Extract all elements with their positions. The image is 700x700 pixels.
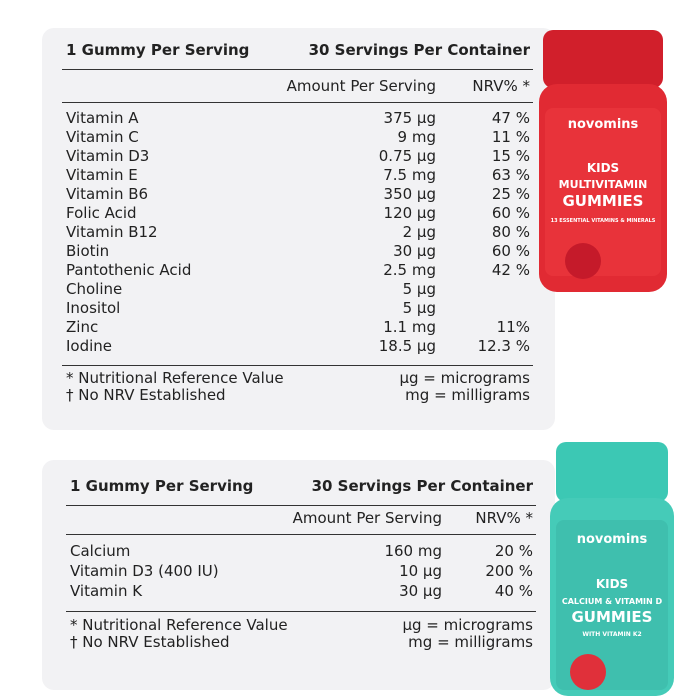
tagline: 13 ESSENTIAL VITAMINS & MINERALS	[551, 218, 656, 224]
nutrition-panel	[42, 28, 555, 430]
product-name: CALCIUM & VITAMIN D	[562, 597, 663, 606]
footnote: µg = micrograms	[402, 616, 533, 634]
footnote: mg = milligrams	[408, 633, 533, 651]
nutrient-name: Inositol	[66, 299, 121, 317]
nutrient-name: Vitamin A	[66, 109, 139, 127]
jar-cap	[543, 30, 663, 88]
product-name: GUMMIES	[563, 192, 644, 210]
nutrient-name: Vitamin E	[66, 166, 138, 184]
nutrient-name: Choline	[66, 280, 123, 298]
nutrient-name: Calcium	[70, 542, 131, 560]
nutrient-nrv: 11%	[496, 318, 530, 336]
nutrient-nrv: 60 %	[491, 242, 530, 260]
nutrient-name: Iodine	[66, 337, 113, 355]
nutrient-nrv: 12.3 %	[477, 337, 530, 355]
nutrient-nrv: 63 %	[491, 166, 530, 184]
nutrient-amount: 375 µg	[383, 109, 436, 127]
brand: novomins	[577, 532, 648, 547]
header-left: 1 Gummy Per Serving	[66, 41, 250, 59]
nutrient-nrv: 20 %	[494, 542, 533, 560]
nutrient-name: Zinc	[66, 318, 99, 336]
nutrient-amount: 120 µg	[383, 204, 436, 222]
footnote: † No NRV Established	[70, 633, 230, 651]
header-right: 30 Servings Per Container	[308, 41, 530, 59]
nutrient-name: Pantothenic Acid	[66, 261, 192, 279]
nutrient-nrv: 80 %	[491, 223, 530, 241]
nutrient-amount: 0.75 µg	[378, 147, 436, 165]
nutrient-name: Vitamin D3	[66, 147, 150, 165]
nutrient-nrv: 200 %	[485, 562, 533, 580]
nutrient-amount: 5 µg	[402, 299, 436, 317]
column-header: Amount Per Serving	[286, 77, 436, 95]
product-name: GUMMIES	[572, 608, 653, 626]
header-right: 30 Servings Per Container	[311, 477, 533, 495]
footnote: * Nutritional Reference Value	[70, 616, 288, 634]
nutrient-amount: 10 µg	[399, 562, 442, 580]
column-header: NRV% *	[475, 509, 533, 527]
header-left: 1 Gummy Per Serving	[70, 477, 254, 495]
nutrient-nrv: 47 %	[491, 109, 530, 127]
product-name: KIDS	[596, 577, 628, 591]
column-header: Amount Per Serving	[292, 509, 442, 527]
divider	[66, 505, 536, 506]
nutrient-amount: 18.5 µg	[378, 337, 436, 355]
nutrient-nrv: 15 %	[491, 147, 530, 165]
jar-cap	[556, 442, 668, 502]
product-name: KIDS	[587, 161, 619, 175]
nutrient-amount: 160 mg	[384, 542, 442, 560]
nutrient-name: Vitamin C	[66, 128, 139, 146]
product-jar: novomins KIDS MULTIVITAMIN GUMMIES 13 ES…	[539, 30, 667, 292]
nutrient-amount: 350 µg	[383, 185, 436, 203]
nutrient-name: Vitamin K	[70, 582, 143, 600]
product-name: MULTIVITAMIN	[559, 178, 648, 191]
divider	[66, 534, 536, 535]
tagline: WITH VITAMIN K2	[582, 631, 641, 638]
footnote: µg = micrograms	[399, 369, 530, 387]
nutrient-nrv: 60 %	[491, 204, 530, 222]
nutrient-name: Biotin	[66, 242, 110, 260]
divider	[62, 69, 533, 70]
nutrient-amount: 7.5 mg	[383, 166, 436, 184]
nutrient-amount: 1.1 mg	[383, 318, 436, 336]
divider	[62, 102, 533, 103]
nutrient-amount: 2.5 mg	[383, 261, 436, 279]
column-header: NRV% *	[472, 77, 530, 95]
nutrient-amount: 30 µg	[393, 242, 436, 260]
footnote: * Nutritional Reference Value	[66, 369, 284, 387]
footnote: mg = milligrams	[405, 386, 530, 404]
footnote: † No NRV Established	[66, 386, 226, 404]
divider	[62, 365, 533, 366]
nutrient-nrv: 40 %	[494, 582, 533, 600]
nutrient-nrv: 11 %	[491, 128, 530, 146]
nutrient-amount: 2 µg	[402, 223, 436, 241]
nutrition-panel	[42, 460, 555, 690]
strawberry	[565, 243, 601, 279]
nutrient-amount: 9 mg	[397, 128, 436, 146]
brand: novomins	[568, 117, 639, 132]
strawberry	[570, 654, 606, 690]
nutrient-nrv: 25 %	[491, 185, 530, 203]
divider	[66, 611, 536, 612]
nutrient-name: Vitamin D3 (400 IU)	[70, 562, 219, 580]
jar-label	[556, 520, 668, 690]
nutrient-amount: 30 µg	[399, 582, 442, 600]
nutrient-name: Vitamin B12	[66, 223, 158, 241]
nutrient-name: Folic Acid	[66, 204, 137, 222]
product-jar: novomins KIDS CALCIUM & VITAMIN D GUMMIE…	[550, 442, 674, 696]
nutrient-name: Vitamin B6	[66, 185, 149, 203]
nutrient-amount: 5 µg	[402, 280, 436, 298]
nutrient-nrv: 42 %	[491, 261, 530, 279]
jar-label	[545, 108, 661, 276]
